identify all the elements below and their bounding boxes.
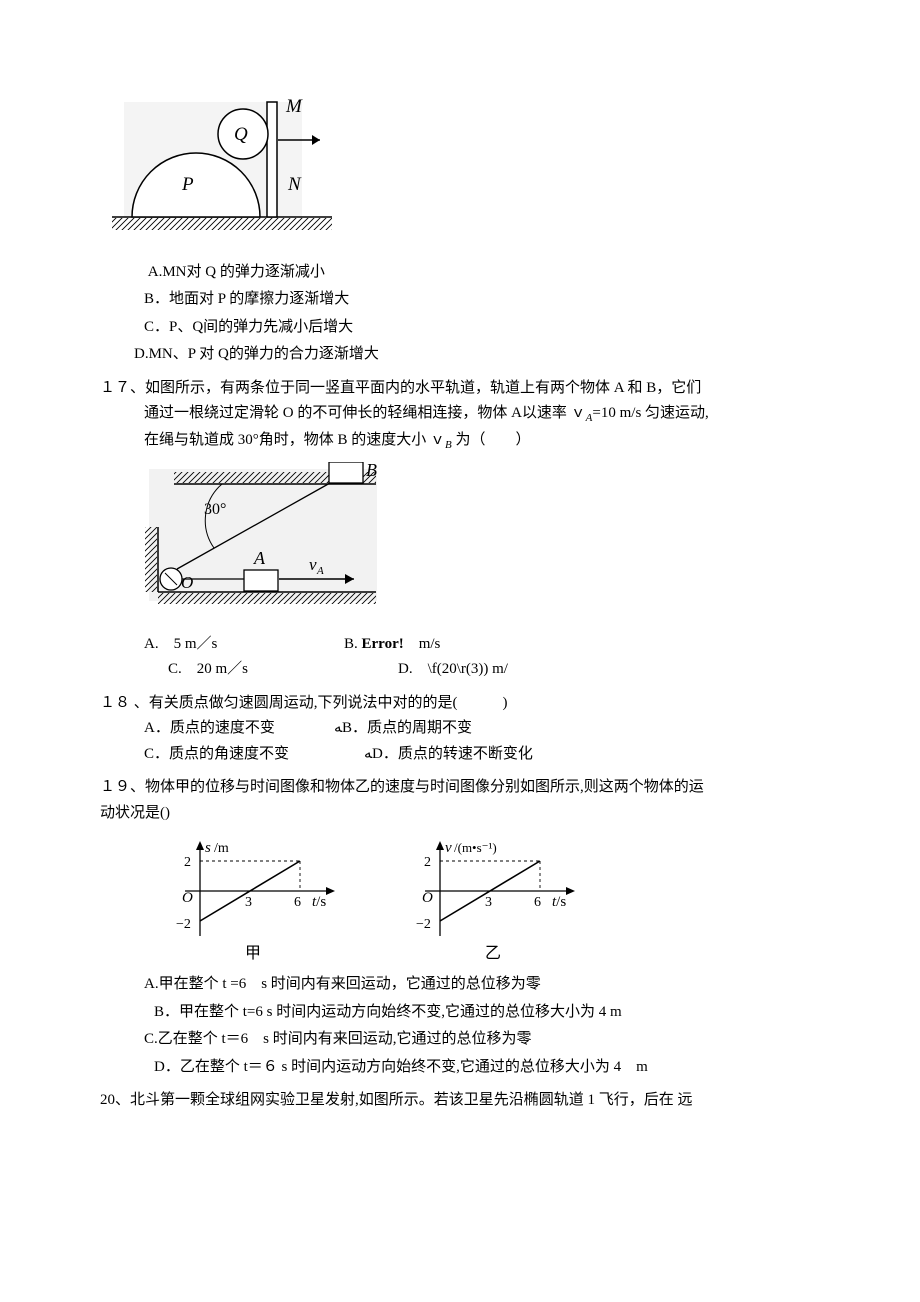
q18-opt-d: ﻪD．质点的转速不断变化 [364,742,533,768]
svg-text:/m: /m [214,841,229,856]
q19-stem-line2: 动状况是() [100,801,820,827]
svg-text:A: A [253,548,266,568]
svg-text:B: B [366,462,377,480]
q17-opt-b: B. Error! m/s [344,632,440,658]
q17: １７、如图所示，有两条位于同一竖直平面内的水平轨道，轨道上有两个物体 A 和 B… [100,376,820,683]
q17-stem-line2: 通过一根绕过定滑轮 O 的不可伸长的轻绳相连接，物体 A以速率 ｖA=10 m/… [144,401,820,428]
q17-stem-line1: １７、如图所示，有两条位于同一竖直平面内的水平轨道，轨道上有两个物体 A 和 B… [100,376,820,402]
svg-text:−2: −2 [416,917,431,932]
q20: 20、北斗第一颗全球组网实验卫星发射,如图所示。若该卫星先沿椭圆轨道 1 飞行，… [100,1088,820,1114]
svg-text:6: 6 [534,895,541,910]
svg-text:v: v [445,840,452,856]
q19-opt-c: C.乙在整个 t＝6 s 时间内有来回运动,它通过的总位移为零 [144,1027,820,1053]
q19-opt-b: B．甲在整个 t=6 s 时间内运动方向始终不变,它通过的总位移大小为 4 m [154,1000,820,1026]
q17-opts-row2: C. 20 m／s D. \f(20\r(3)) m/ [144,657,820,683]
q17-figure: B O 30° A [144,462,820,622]
q17-stem-line3: 在绳与轨道成 30°角时，物体 B 的速度大小 ｖB 为（ ） [144,428,820,455]
svg-text:O: O [181,573,193,592]
q16-opt-b: B．地面对 P 的摩擦力逐渐增大 [144,287,820,313]
q17-opt-a: A. 5 m／s [144,632,344,658]
svg-text:30°: 30° [204,501,226,518]
svg-text:s: s [205,840,211,856]
label-N: N [287,174,302,195]
q16-options: A.MN对 Q 的弹力逐渐减小 B．地面对 P 的摩擦力逐渐增大 C．P、Q间的… [100,260,820,368]
q18: １８ 、有关质点做匀速圆周运动,下列说法中对的的是( ) A．质点的速度不变 ﻪ… [100,691,820,768]
q19-stem-line1: １９、物体甲的位移与时间图像和物体乙的速度与时间图像分别如图所示,则这两个物体的… [100,775,820,801]
svg-text:v: v [309,555,317,574]
svg-text:O: O [422,890,433,906]
q16-opt-d: D.MN、P 对 Q的弹力的合力逐渐增大 [134,342,820,368]
q19: １９、物体甲的位移与时间图像和物体乙的速度与时间图像分别如图所示,则这两个物体的… [100,775,820,1080]
q18-stem: １８ 、有关质点做匀速圆周运动,下列说法中对的的是( ) [100,691,820,717]
q19-graphs: s /m 2 O −2 3 6 t/s 甲 v /(m•s⁻¹) [160,836,820,966]
svg-text:O: O [182,890,193,906]
q19-opt-d: D．乙在整个 t＝６ s 时间内运动方向始终不变,它通过的总位移大小为 4 m [154,1055,820,1081]
q18-opt-c: C．质点的角速度不变 [144,742,364,768]
svg-text:t/s: t/s [312,894,326,910]
q18-opt-b: ﻪB．质点的周期不变 [334,716,472,742]
q17-opts-row1: A. 5 m／s B. Error! m/s [144,632,820,658]
svg-text:t/s: t/s [552,894,566,910]
svg-text:3: 3 [485,895,492,910]
svg-text:乙: 乙 [485,945,501,962]
q17-opt-d: D. \f(20\r(3)) m/ [398,657,508,683]
svg-text:A: A [316,565,324,577]
q19-chart-right: v /(m•s⁻¹) 2 O −2 3 6 t/s 乙 [400,836,610,966]
q18-opts-row2: C．质点的角速度不变 ﻪD．质点的转速不断变化 [144,742,820,768]
q16-opt-a: A.MN对 Q 的弹力逐渐减小 [144,260,820,286]
q20-stem: 20、北斗第一颗全球组网实验卫星发射,如图所示。若该卫星先沿椭圆轨道 1 飞行，… [100,1088,820,1114]
svg-text:3: 3 [245,895,252,910]
label-M: M [285,96,303,117]
q18-opt-a: A．质点的速度不变 [144,716,334,742]
svg-text:−2: −2 [176,917,191,932]
svg-text:/(m•s⁻¹): /(m•s⁻¹) [454,840,497,855]
svg-text:甲: 甲 [245,945,261,962]
q18-opts-row1: A．质点的速度不变 ﻪB．质点的周期不变 [144,716,820,742]
q16-figure: M Q P N [112,90,820,250]
q16-opt-c: C．P、Q间的弹力先减小后增大 [144,315,820,341]
svg-text:2: 2 [424,855,431,870]
q19-opt-a: A.甲在整个 t =6 s 时间内有来回运动，它通过的总位移为零 [144,972,820,998]
page: M Q P N A.MN对 Q 的弹力逐渐减小 B．地面对 P 的摩擦力逐渐增大… [0,0,920,1302]
q19-chart-left: s /m 2 O −2 3 6 t/s 甲 [160,836,350,966]
svg-text:2: 2 [184,855,191,870]
svg-text:6: 6 [294,895,301,910]
q17-opt-c: C. 20 m／s [144,657,398,683]
label-P: P [181,174,194,195]
label-Q: Q [234,124,248,145]
